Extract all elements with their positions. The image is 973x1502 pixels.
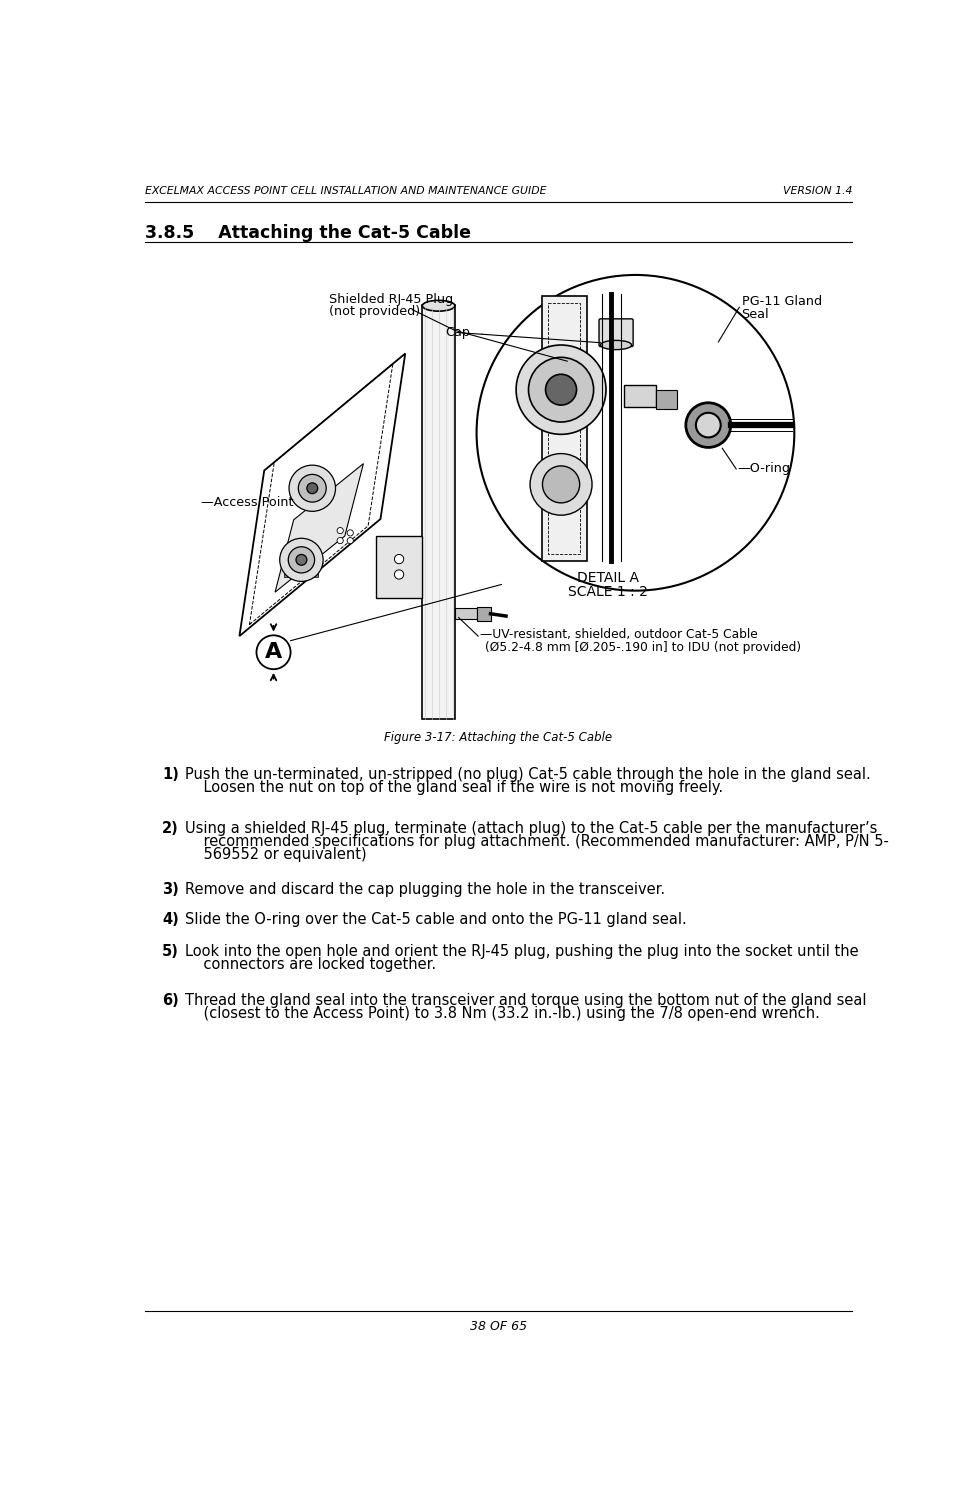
Text: 2): 2) bbox=[162, 822, 179, 837]
Text: 3): 3) bbox=[162, 883, 179, 898]
Polygon shape bbox=[542, 296, 587, 562]
Text: Thread the gland seal into the transceiver and torque using the bottom nut of th: Thread the gland seal into the transceiv… bbox=[185, 993, 867, 1008]
Bar bbox=[284, 556, 291, 577]
Text: DETAIL A: DETAIL A bbox=[577, 571, 639, 586]
Circle shape bbox=[696, 413, 721, 437]
Circle shape bbox=[394, 569, 404, 580]
Text: Figure 3-17: Attaching the Cat-5 Cable: Figure 3-17: Attaching the Cat-5 Cable bbox=[384, 731, 612, 743]
Circle shape bbox=[279, 538, 323, 581]
Text: 1): 1) bbox=[162, 768, 179, 783]
Text: VERSION 1.4: VERSION 1.4 bbox=[783, 186, 852, 197]
Polygon shape bbox=[275, 464, 364, 592]
Circle shape bbox=[288, 547, 314, 572]
Bar bbox=[624, 385, 657, 407]
Text: (not provided): (not provided) bbox=[329, 305, 420, 318]
Bar bbox=[454, 608, 477, 619]
Text: connectors are locked together.: connectors are locked together. bbox=[185, 957, 436, 972]
Text: 6): 6) bbox=[162, 993, 179, 1008]
Bar bbox=[310, 556, 318, 577]
Text: 4): 4) bbox=[162, 912, 179, 927]
Bar bbox=[657, 391, 676, 409]
Circle shape bbox=[686, 403, 731, 448]
FancyBboxPatch shape bbox=[599, 318, 633, 347]
Text: recommended specifications for plug attachment. (Recommended manufacturer: AMP, : recommended specifications for plug atta… bbox=[185, 834, 889, 849]
Circle shape bbox=[347, 538, 353, 544]
Text: Slide the O-ring over the Cat-5 cable and onto the PG-11 gland seal.: Slide the O-ring over the Cat-5 cable an… bbox=[185, 912, 687, 927]
Bar bbox=[422, 305, 454, 719]
Bar bbox=[477, 607, 490, 620]
Text: Seal: Seal bbox=[741, 308, 770, 321]
Text: PG-11 Gland: PG-11 Gland bbox=[741, 296, 822, 308]
Circle shape bbox=[530, 454, 592, 515]
Text: 3.8.5    Attaching the Cat-5 Cable: 3.8.5 Attaching the Cat-5 Cable bbox=[145, 224, 471, 242]
Text: (closest to the Access Point) to 3.8 Nm (33.2 in.-lb.) using the 7/8 open-end wr: (closest to the Access Point) to 3.8 Nm … bbox=[185, 1006, 820, 1021]
Text: Cap: Cap bbox=[446, 326, 471, 339]
Text: (Ø5.2-4.8 mm [Ø.205-.190 in] to IDU (not provided): (Ø5.2-4.8 mm [Ø.205-.190 in] to IDU (not… bbox=[486, 641, 801, 655]
Ellipse shape bbox=[600, 341, 631, 350]
Ellipse shape bbox=[422, 300, 454, 311]
Text: Look into the open hole and orient the RJ-45 plug, pushing the plug into the soc: Look into the open hole and orient the R… bbox=[185, 945, 859, 960]
Circle shape bbox=[528, 357, 594, 422]
Text: Shielded RJ-45 Plug: Shielded RJ-45 Plug bbox=[329, 293, 453, 306]
Text: Loosen the nut on top of the gland seal if the wire is not moving freely.: Loosen the nut on top of the gland seal … bbox=[185, 780, 723, 795]
Text: —UV-resistant, shielded, outdoor Cat-5 Cable: —UV-resistant, shielded, outdoor Cat-5 C… bbox=[480, 628, 757, 641]
Circle shape bbox=[296, 554, 306, 565]
Text: Using a shielded RJ-45 plug, terminate (attach plug) to the Cat-5 cable per the : Using a shielded RJ-45 plug, terminate (… bbox=[185, 822, 878, 837]
Circle shape bbox=[299, 475, 326, 502]
Text: Push the un-terminated, un-stripped (no plug) Cat-5 cable through the hole in th: Push the un-terminated, un-stripped (no … bbox=[185, 768, 871, 783]
Text: —Access Point: —Access Point bbox=[201, 496, 294, 509]
Circle shape bbox=[347, 530, 353, 536]
Circle shape bbox=[516, 345, 606, 434]
Text: Remove and discard the cap plugging the hole in the transceiver.: Remove and discard the cap plugging the … bbox=[185, 883, 666, 898]
Text: A: A bbox=[265, 643, 282, 662]
Circle shape bbox=[337, 538, 343, 544]
Circle shape bbox=[306, 482, 318, 494]
Circle shape bbox=[543, 466, 580, 503]
Text: EXCELMAX ACCESS POINT CELL INSTALLATION AND MAINTENANCE GUIDE: EXCELMAX ACCESS POINT CELL INSTALLATION … bbox=[145, 186, 547, 197]
Text: 5): 5) bbox=[162, 945, 179, 960]
Circle shape bbox=[394, 554, 404, 563]
Bar bbox=[298, 556, 305, 577]
Circle shape bbox=[289, 466, 336, 511]
Circle shape bbox=[546, 374, 577, 406]
Text: 38 OF 65: 38 OF 65 bbox=[470, 1319, 526, 1332]
Text: 569552 or equivalent): 569552 or equivalent) bbox=[185, 847, 367, 862]
Circle shape bbox=[477, 275, 794, 590]
Text: SCALE 1 : 2: SCALE 1 : 2 bbox=[568, 586, 648, 599]
Text: —O-ring: —O-ring bbox=[738, 463, 791, 476]
Circle shape bbox=[337, 527, 343, 533]
Polygon shape bbox=[239, 353, 406, 635]
Polygon shape bbox=[376, 536, 422, 598]
